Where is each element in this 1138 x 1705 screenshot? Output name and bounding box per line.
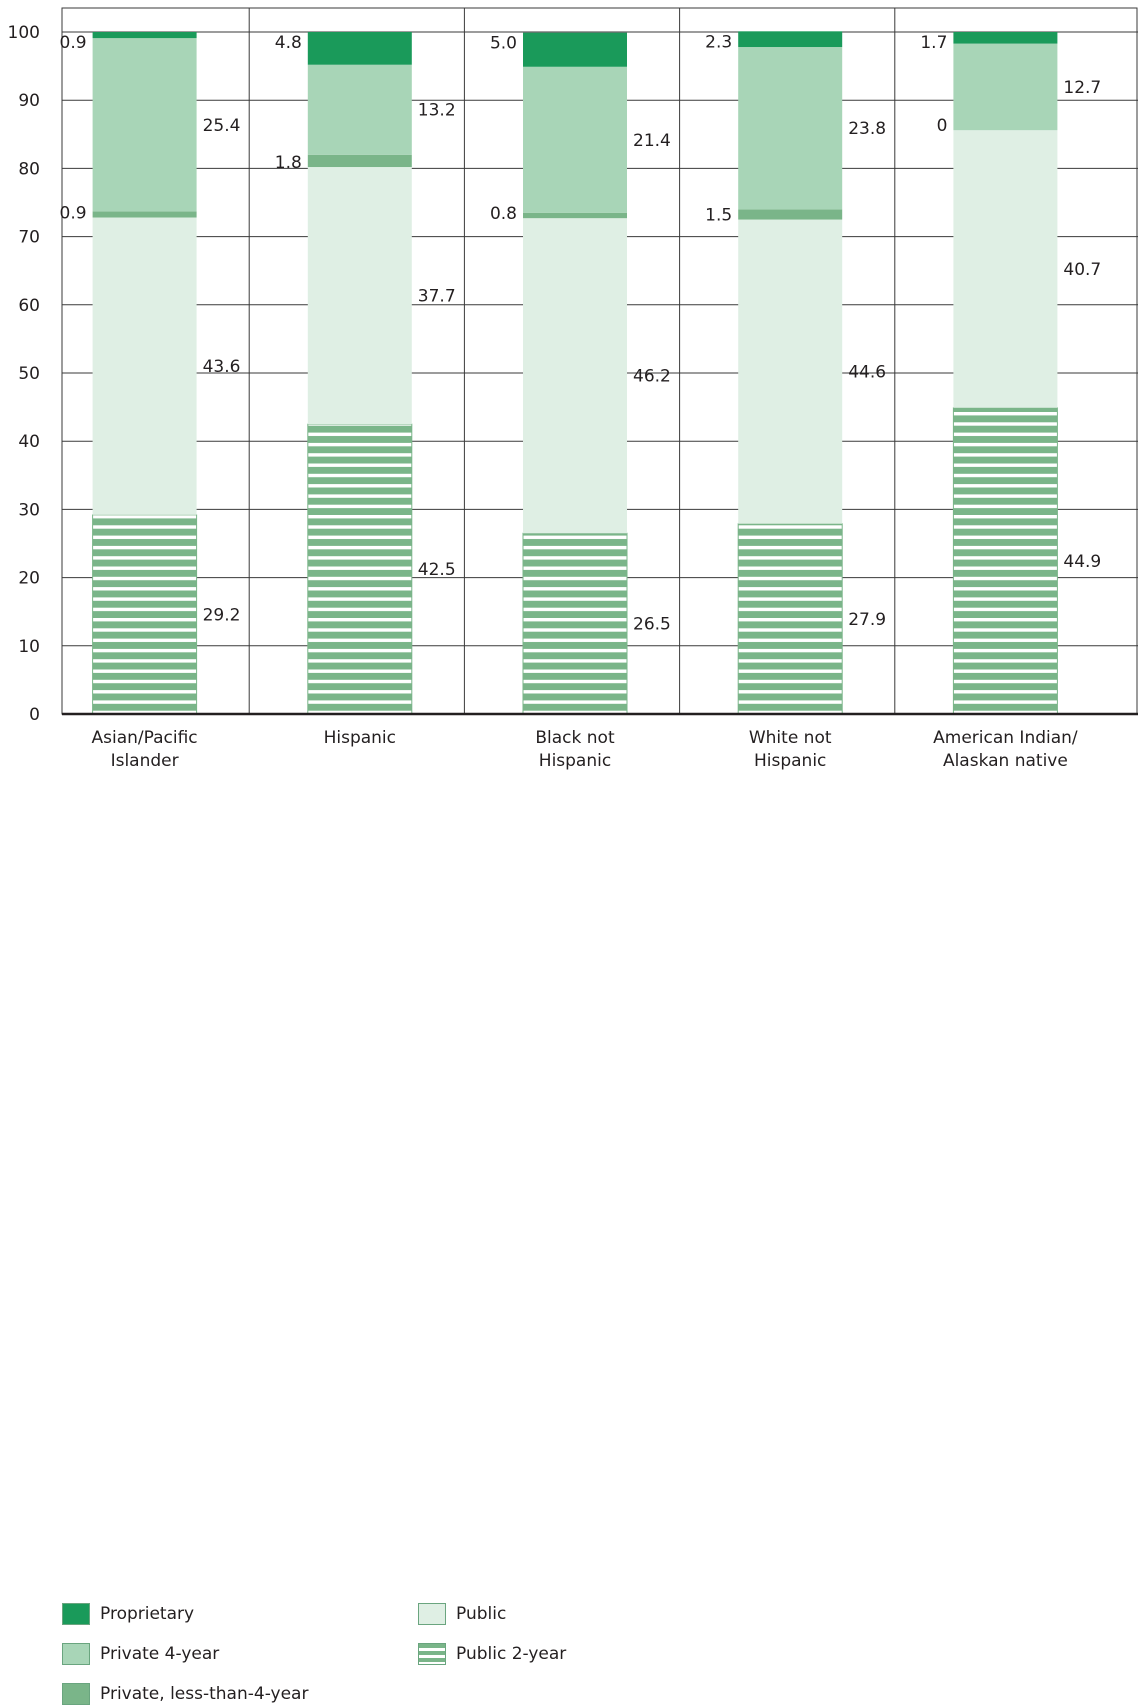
bar-segment-private-4-year [523, 66, 627, 213]
legend-label-public: Public [456, 1604, 507, 1624]
legend-swatch-public-2-year [418, 1643, 446, 1665]
legend-label-public-2-year: Public 2-year [456, 1644, 567, 1664]
bar-segment-public [738, 219, 843, 524]
data-label: 0.9 [60, 204, 87, 224]
y-tick-label: 40 [18, 432, 40, 452]
bar-segment-proprietary [92, 32, 197, 39]
bar-segment-public-2-year [307, 423, 413, 715]
legend-swatch-proprietary [62, 1603, 90, 1625]
data-label: 44.9 [1063, 552, 1101, 572]
data-label: 4.8 [275, 33, 302, 53]
data-label: 29.2 [203, 605, 241, 625]
data-label: 37.7 [418, 287, 456, 307]
bar-segment-public-2-year [737, 523, 843, 715]
chart-svg: 29.2 43.6 0.9 25.4 0.9 42.5 37.7 1.8 13.2 4.8 26.5… [8, 7, 1138, 771]
data-label: 1.7 [920, 33, 947, 53]
legend-item-public: Public [418, 1603, 506, 1625]
legend-swatch-private-4-year [62, 1643, 90, 1665]
bar-segment-public-2-year [952, 407, 1058, 715]
bar-segment-private-less-than-4-year [523, 212, 627, 219]
bar-segment-private-less-than-4-year [92, 211, 197, 218]
bar-segment-proprietary [523, 32, 627, 67]
data-label: 0 [937, 116, 948, 136]
data-label: 26.5 [633, 615, 671, 635]
data-label: 5.0 [490, 34, 517, 54]
x-tick-label: Hispanic [324, 728, 396, 748]
bar-segment-private-4-year [92, 38, 197, 212]
data-label: 2.3 [705, 32, 732, 52]
data-label: 27.9 [848, 610, 886, 630]
x-tick-label: White not Hispanic [749, 728, 832, 771]
data-label: 40.7 [1063, 260, 1101, 280]
legend-item-public-2-year: Public 2-year [418, 1643, 566, 1665]
y-tick-label: 80 [18, 159, 40, 179]
legend-item-private-less-than-4-year: Private, less-than-4-year [62, 1683, 308, 1705]
bar-segment-public-2-year [522, 532, 628, 715]
bar-segment-public [307, 167, 412, 425]
y-tick-label: 20 [18, 569, 40, 589]
bar-segment-private-4-year [953, 43, 1058, 131]
y-tick-label: 100 [8, 23, 40, 43]
bar-segment-private-less-than-4-year [738, 209, 843, 220]
x-tick-label: American Indian/Alaskan native [933, 728, 1078, 771]
data-label: 0.9 [60, 33, 87, 53]
data-label: 25.4 [203, 116, 241, 136]
data-label: 21.4 [633, 131, 671, 151]
x-tick-label: Asian/Pacific Islander [92, 728, 198, 771]
data-label: 42.5 [418, 560, 456, 580]
y-tick-label: 70 [18, 228, 40, 248]
x-tick-label: Black not Hispanic [535, 728, 615, 771]
bar-segment-public [92, 217, 197, 515]
legend-swatch-public [418, 1603, 446, 1625]
data-label: 1.8 [275, 153, 302, 173]
y-tick-label: 10 [18, 637, 40, 657]
bar-segment-proprietary [307, 32, 412, 65]
bar-segment-private-4-year [307, 64, 412, 155]
y-tick-label: 90 [18, 91, 40, 111]
bar-segment-public [953, 130, 1058, 408]
data-label: 1.5 [705, 206, 732, 226]
data-label: 0.8 [490, 204, 517, 224]
data-label: 12.7 [1063, 78, 1101, 98]
bar-segment-public [523, 218, 627, 534]
data-label: 43.6 [203, 357, 241, 377]
bar-segment-private-4-year [738, 47, 843, 210]
legend-label-private-less-than-4-year: Private, less-than-4-year [100, 1684, 309, 1704]
legend-item-proprietary: Proprietary [62, 1603, 194, 1625]
y-tick-label: 60 [18, 296, 40, 316]
legend-swatch-private-less-than-4-year [62, 1683, 90, 1705]
y-tick-label: 0 [29, 705, 40, 725]
bar-segment-proprietary [953, 32, 1058, 44]
y-tick-label: 30 [18, 500, 40, 520]
data-label: 46.2 [633, 367, 671, 387]
bar-segment-private-less-than-4-year [307, 154, 412, 168]
legend-label-proprietary: Proprietary [100, 1604, 195, 1624]
bar-segment-public-2-year [92, 514, 198, 715]
bar-segment-proprietary [738, 31, 843, 48]
stacked-bar-chart: 29.2 43.6 0.9 25.4 0.9 42.5 37.7 1.8 13.2 4.8 26.5… [8, 7, 1138, 1705]
y-tick-label: 50 [18, 364, 40, 384]
legend-item-private-4-year: Private 4-year [62, 1643, 219, 1665]
data-label: 13.2 [418, 101, 456, 121]
legend-label-private-4-year: Private 4-year [100, 1644, 220, 1664]
data-label: 44.6 [848, 363, 886, 383]
data-label: 23.8 [848, 119, 886, 139]
